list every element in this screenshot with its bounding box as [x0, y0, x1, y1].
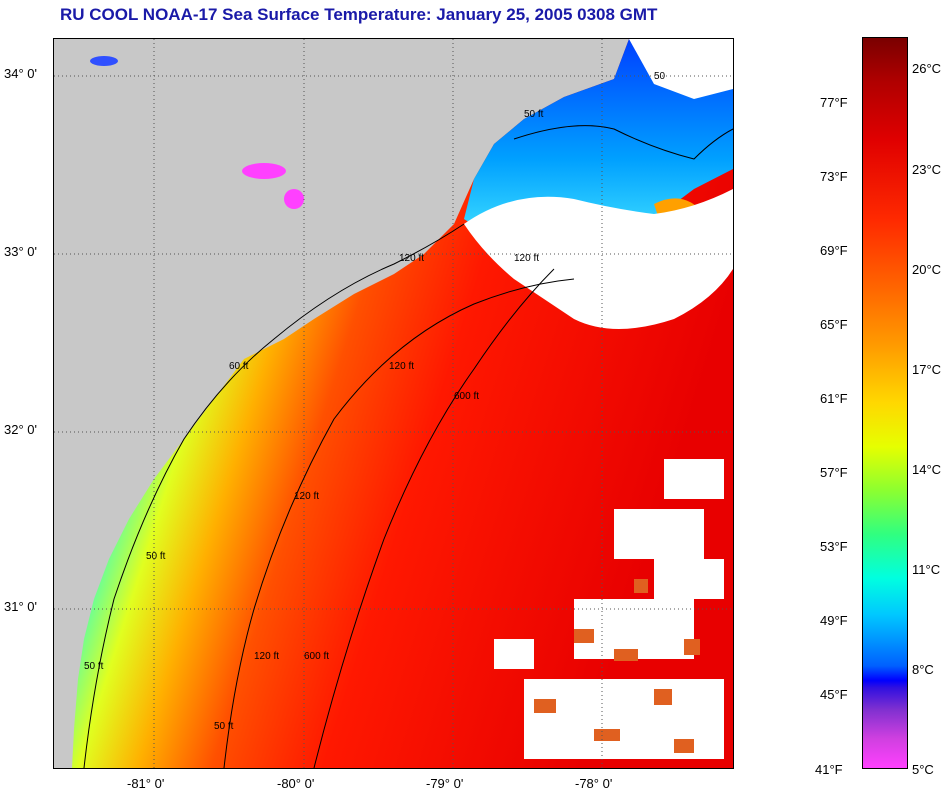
- lat-label: 31° 0': [4, 599, 37, 614]
- sst-map-graphic: 50 ft 50 ft 60 ft 120 ft 120 ft 120 ft 6…: [54, 39, 733, 768]
- map-gridlines: [54, 39, 733, 768]
- lon-label: -78° 0': [575, 776, 613, 791]
- colorbar-f-label: 41°F: [815, 762, 843, 777]
- colorbar-f-label: 73°F: [820, 169, 848, 184]
- contour-label: 50 ft: [146, 551, 166, 562]
- contour-label: 120 ft: [399, 253, 424, 264]
- northern-cool-plume: [464, 39, 733, 239]
- colorbar-f-label: 69°F: [820, 243, 848, 258]
- lon-label: -81° 0': [127, 776, 165, 791]
- colorbar-f-label: 77°F: [820, 95, 848, 110]
- lon-label: -80° 0': [277, 776, 315, 791]
- contour-label: 50: [654, 71, 666, 82]
- cloud-speckle-sst: [534, 579, 700, 753]
- contour-label: 50 ft: [524, 109, 544, 120]
- contour-label: 60 ft: [229, 361, 249, 372]
- contour-label: 600 ft: [304, 651, 329, 662]
- contour-label: 120 ft: [389, 361, 414, 372]
- contour-label: 600 ft: [454, 391, 479, 402]
- colorbar-c-label: 17°C: [912, 362, 942, 377]
- depth-contours: [83, 125, 733, 768]
- colorbar-f-label: 65°F: [820, 317, 848, 332]
- temperature-colorbar: [862, 37, 908, 769]
- colorbar-c-label: 14°C: [912, 462, 942, 477]
- contour-label: 120 ft: [294, 491, 319, 502]
- contour-label: 120 ft: [254, 651, 279, 662]
- colorbar-c-label: 23°C: [912, 162, 942, 177]
- lat-label: 34° 0': [4, 66, 37, 81]
- lat-label: 32° 0': [4, 422, 37, 437]
- inland-lake-3: [90, 56, 118, 66]
- colorbar-c-label: 20°C: [912, 262, 942, 277]
- colorbar-f-label: 57°F: [820, 465, 848, 480]
- sst-map[interactable]: 50 ft 50 ft 60 ft 120 ft 120 ft 120 ft 6…: [53, 38, 734, 769]
- cloud-mask-north: [629, 39, 733, 99]
- lat-label: 33° 0': [4, 244, 37, 259]
- colorbar-c-label: 5°C: [912, 762, 934, 777]
- colorbar-c-label: 8°C: [912, 662, 934, 677]
- colorbar-c-label: 26°C: [912, 61, 942, 76]
- contour-label: 50 ft: [84, 661, 104, 672]
- colorbar-f-label: 49°F: [820, 613, 848, 628]
- contour-label: 120 ft: [514, 253, 539, 264]
- inland-lake: [242, 163, 286, 179]
- contour-labels: 50 ft 50 ft 60 ft 120 ft 120 ft 120 ft 6…: [84, 71, 666, 732]
- colorbar-f-label: 45°F: [820, 687, 848, 702]
- colorbar-f-label: 61°F: [820, 391, 848, 406]
- map-title: RU COOL NOAA-17 Sea Surface Temperature:…: [60, 5, 658, 24]
- colorbar-c-label: 11°C: [912, 562, 941, 577]
- lon-label: -79° 0': [426, 776, 464, 791]
- cloud-mask-center: [464, 189, 733, 329]
- colorbar-f-label: 53°F: [820, 539, 848, 554]
- contour-label: 50 ft: [214, 721, 234, 732]
- inland-lake-2: [284, 189, 304, 209]
